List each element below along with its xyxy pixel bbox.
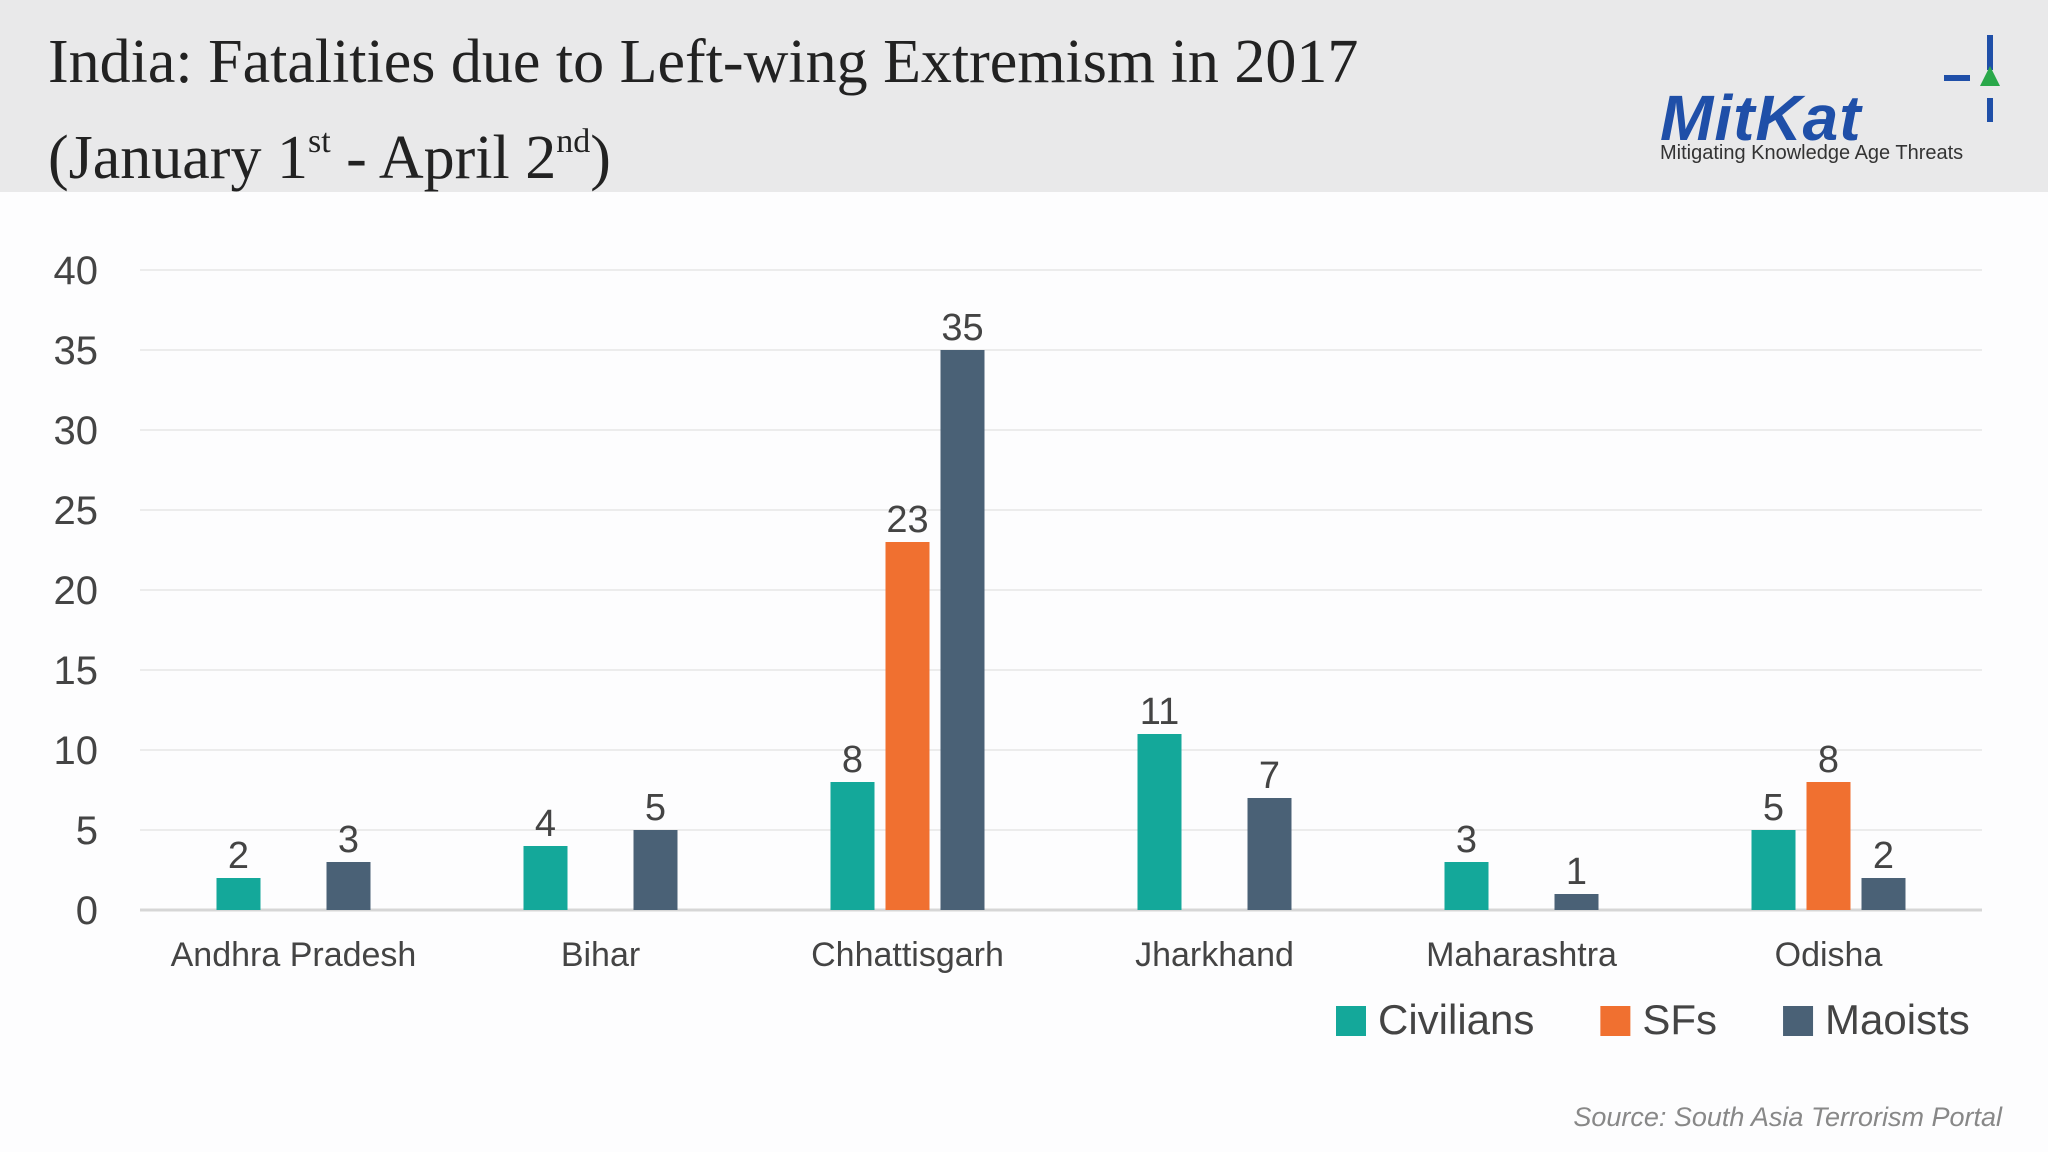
y-tick-label: 5 (76, 809, 98, 853)
bar-civilians (1137, 734, 1182, 910)
title-sup-1: st (307, 123, 331, 160)
legend-label-maoists: Maoists (1825, 996, 1970, 1043)
y-tick-label: 40 (54, 249, 99, 293)
bar-maoists (1247, 798, 1292, 910)
legend-swatch-sfs (1600, 1006, 1631, 1036)
logo-tagline: Mitigating Knowledge Age Threats (1660, 142, 1964, 164)
bar-sfs (885, 542, 930, 910)
bar-sfs (1806, 782, 1851, 910)
bar-civilians (830, 782, 875, 910)
bar-civilians (523, 846, 568, 910)
bar-maoists (1554, 894, 1599, 910)
data-label: 1 (1566, 851, 1587, 893)
title-line-2: (January 1st - April 2nd) (48, 102, 1358, 198)
title-part-a: (January 1 (48, 124, 308, 192)
legend-swatch-civilians (1336, 1006, 1366, 1036)
data-label: 5 (645, 787, 666, 829)
data-label: 2 (228, 835, 249, 877)
logo-wordmark: MitKat (1660, 82, 1862, 154)
source-note: Source: South Asia Terrorism Portal (1573, 1102, 2002, 1132)
y-tick-label: 0 (76, 889, 98, 933)
legend-swatch-maoists (1783, 1006, 1814, 1036)
title-line-1: India: Fatalities due to Left-wing Extre… (48, 28, 1359, 96)
title-part-b: - April 2 (330, 124, 557, 192)
chart-title: India: Fatalities due to Left-wing Extre… (48, 22, 1358, 198)
data-label: 35 (941, 307, 983, 349)
bar-maoists (633, 830, 678, 910)
data-label: 4 (535, 803, 556, 845)
data-label: 7 (1259, 755, 1280, 797)
title-sup-2: nd (556, 123, 591, 160)
data-label: 3 (338, 819, 359, 861)
data-label: 8 (842, 739, 863, 781)
bar-civilians (216, 878, 261, 910)
header-band: India: Fatalities due to Left-wing Extre… (0, 0, 2048, 192)
mitkat-logo: MitKat Mitigating Knowledge Age Threats (1652, 30, 2012, 170)
data-label: 2 (1873, 835, 1894, 877)
y-tick-label: 15 (54, 649, 99, 693)
y-tick-label: 20 (54, 569, 99, 613)
data-label: 8 (1818, 739, 1839, 781)
title-part-c: ) (590, 124, 611, 192)
y-tick-label: 25 (54, 489, 99, 533)
crosshair-arrow-icon (1944, 35, 2000, 122)
x-tick-label: Andhra Pradesh (171, 936, 417, 974)
x-tick-label: Maharashtra (1426, 936, 1617, 974)
data-label: 3 (1456, 819, 1477, 861)
y-tick-label: 10 (54, 729, 99, 773)
bar-maoists (1861, 878, 1906, 910)
x-tick-label: Jharkhand (1135, 936, 1294, 974)
bar-maoists (326, 862, 371, 910)
x-tick-label: Bihar (561, 936, 640, 974)
data-label: 23 (886, 499, 928, 541)
legend-label-civilians: Civilians (1378, 996, 1534, 1043)
x-tick-label: Odisha (1775, 936, 1883, 974)
y-tick-label: 35 (54, 329, 99, 373)
y-tick-label: 30 (54, 409, 99, 453)
data-label: 11 (1140, 691, 1179, 733)
bar-civilians (1444, 862, 1489, 910)
x-tick-label: Chhattisgarh (811, 936, 1004, 974)
data-label: 5 (1763, 787, 1784, 829)
legend-label-sfs: SFs (1642, 996, 1717, 1043)
bar-civilians (1751, 830, 1796, 910)
bar-maoists (940, 350, 985, 910)
